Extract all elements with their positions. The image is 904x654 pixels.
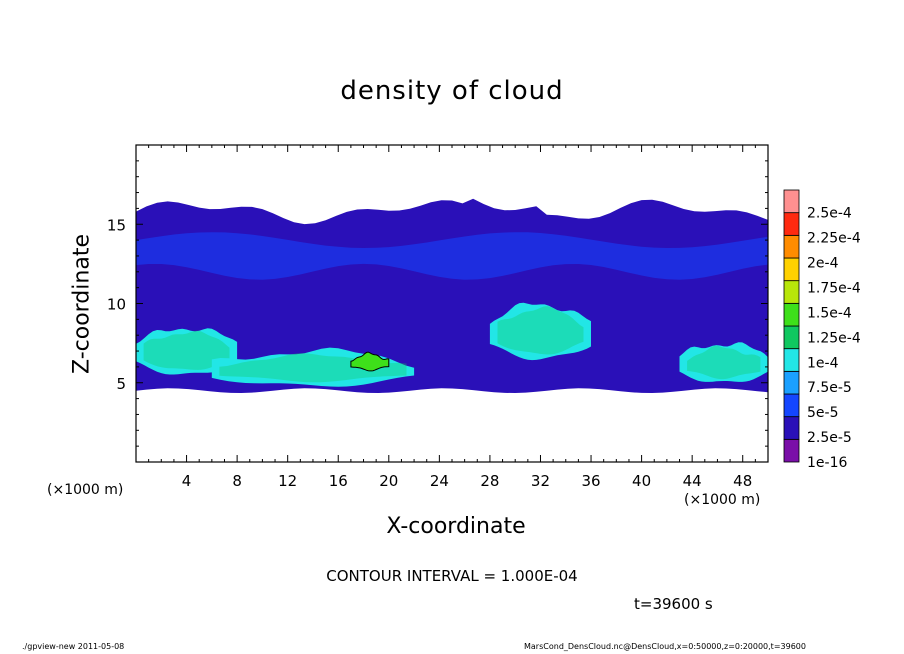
- colorbar-swatch: [783, 257, 800, 282]
- x-tick-label: 16: [329, 472, 348, 490]
- x-tick-label: 4: [182, 472, 192, 490]
- colorbar-swatch: [783, 438, 800, 463]
- colorbar-label: 5e-5: [807, 405, 838, 421]
- colorbar-swatch: [783, 302, 800, 327]
- colorbar-swatch: [783, 325, 800, 350]
- region-convective-cell: [489, 302, 591, 361]
- colorbar-swatch: [783, 280, 800, 304]
- colorbar-swatch: [783, 234, 800, 259]
- colorbar-label: 1.5e-4: [807, 305, 852, 321]
- region-upper-band: [136, 232, 768, 280]
- footer-left: ./gpview-new 2011-05-08: [22, 642, 125, 651]
- footer-right: MarsCond_DensCloud.nc@DensCloud,x=0:5000…: [524, 642, 806, 651]
- contour-interval-label: CONTOUR INTERVAL = 1.000E-04: [326, 567, 578, 585]
- y-tick-label: 5: [116, 375, 126, 393]
- x-tick-label: 40: [632, 472, 651, 490]
- colorbar-swatch: [783, 370, 800, 395]
- y-tick-label: 10: [107, 296, 126, 314]
- colorbar-label: 2.5e-5: [807, 430, 852, 446]
- y-axis: 5 10 15: [107, 160, 768, 447]
- colorbar-swatch: [783, 348, 800, 372]
- colorbar-swatch: [783, 189, 800, 214]
- region-core-low-cloud-west: [143, 330, 230, 370]
- x-tick-label: 24: [430, 472, 449, 490]
- x-tick-label: 20: [379, 472, 398, 490]
- x-axis: 4 8 12 16 20 24 28 32 36 40 44 48: [148, 145, 756, 490]
- colorbar-swatch: [783, 212, 800, 236]
- plot-area: [136, 198, 768, 393]
- colorbar-label: 1e-16: [807, 455, 847, 471]
- colorbar-swatch: [783, 416, 800, 440]
- region-core-convective-cell: [497, 306, 584, 355]
- colorbar-swatch: [783, 393, 800, 418]
- x-tick-label: 48: [733, 472, 752, 490]
- x-tick-label: 8: [232, 472, 242, 490]
- region-core: [350, 351, 390, 372]
- colorbar-label: 2.25e-4: [807, 231, 861, 247]
- x-tick-label: 44: [683, 472, 702, 490]
- colorbar-label: 1e-4: [807, 355, 839, 371]
- x-tick-label: 28: [480, 472, 499, 490]
- colorbar-label: 1.75e-4: [807, 280, 861, 296]
- x-tick-label: 12: [278, 472, 297, 490]
- colorbar-label: 2.5e-4: [807, 206, 852, 222]
- y-tick-label: 15: [107, 216, 126, 234]
- x-unit-label-right: (×1000 m): [684, 492, 761, 508]
- colorbar: 1e-16 2.5e-5 5e-5 7.5e-5 1e-4 1.25e-4 1.5e-4 1.…: [783, 189, 861, 471]
- colorbar-label: 1.25e-4: [807, 330, 861, 346]
- time-label: t=39600 s: [634, 595, 713, 613]
- x-tick-label: 36: [581, 472, 600, 490]
- chart-title: density of cloud: [340, 76, 564, 106]
- colorbar-label: 2e-4: [807, 256, 839, 272]
- region-core-low-cloud-east: [687, 345, 761, 380]
- x-axis-label: X-coordinate: [386, 514, 526, 539]
- colorbar-label: 7.5e-5: [807, 380, 852, 396]
- region-low-cloud-east: [679, 342, 768, 382]
- x-unit-label-left: (×1000 m): [47, 482, 124, 498]
- x-tick-label: 32: [531, 472, 550, 490]
